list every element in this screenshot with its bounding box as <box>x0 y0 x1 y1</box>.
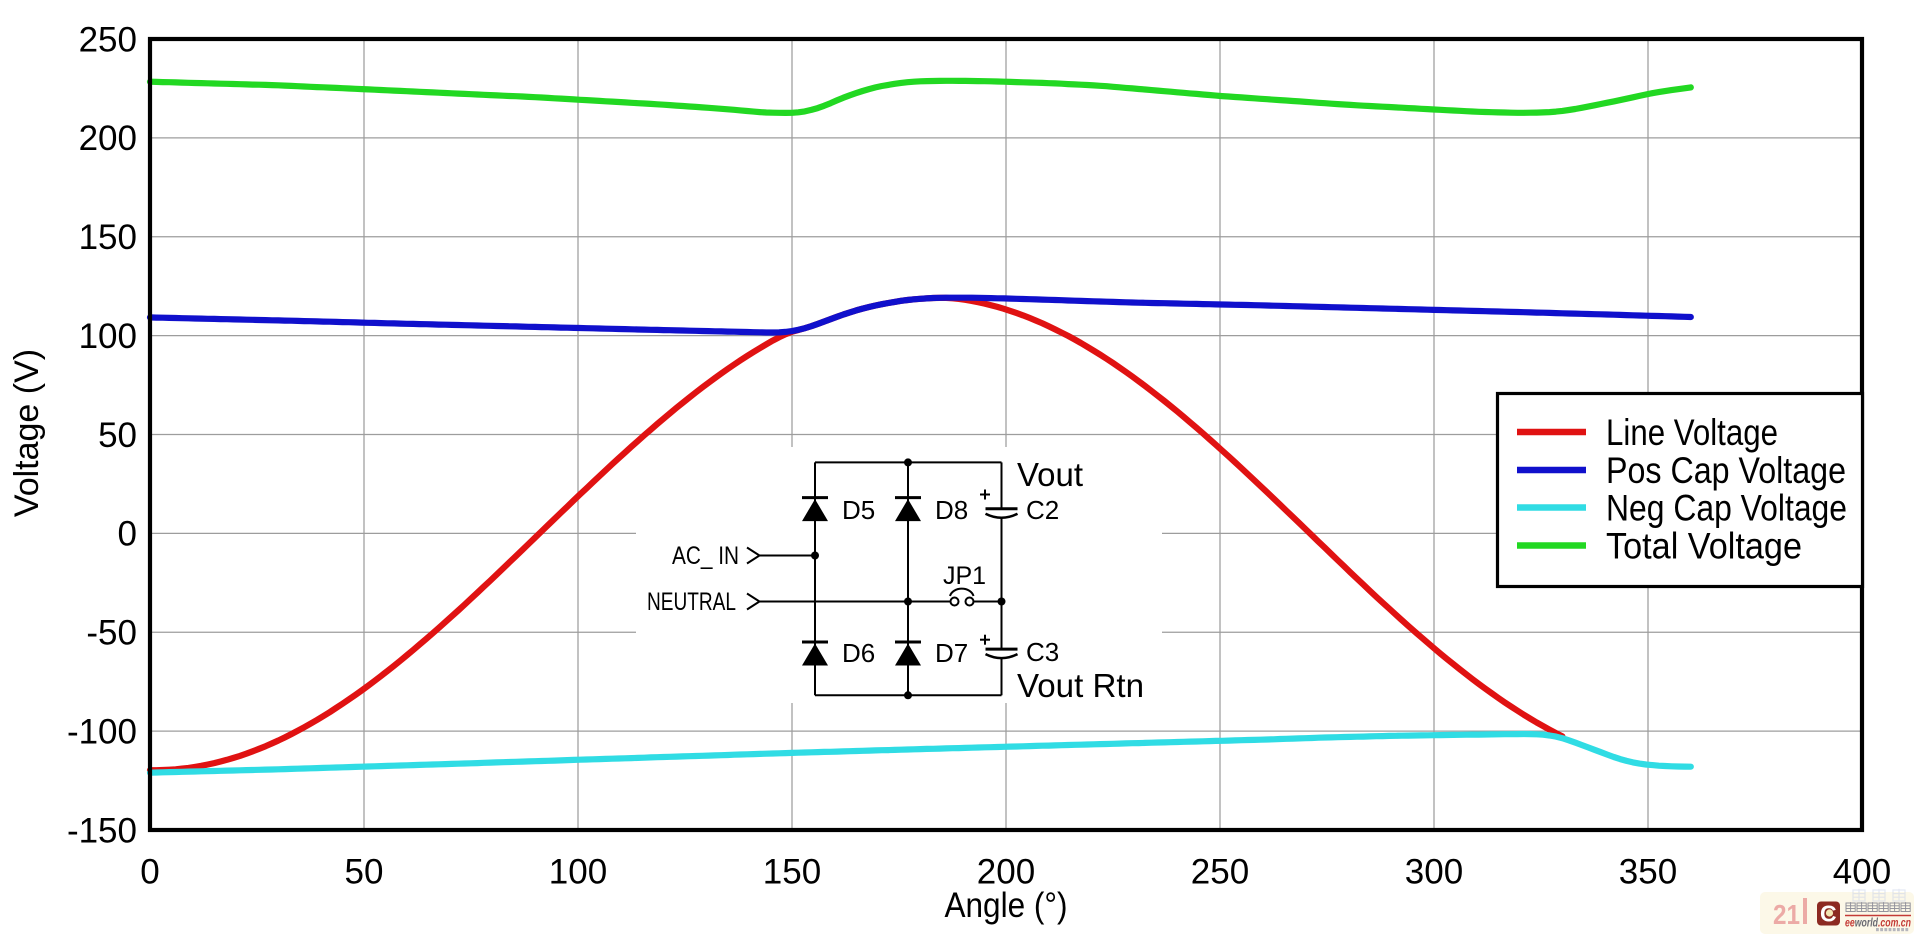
svg-text:C3: C3 <box>1026 637 1059 667</box>
svg-text:eeworld.com.cn: eeworld.com.cn <box>1845 918 1911 930</box>
svg-text:Vout Rtn: Vout Rtn <box>1017 667 1144 704</box>
svg-text:150: 150 <box>763 853 821 892</box>
svg-text:21: 21 <box>1773 899 1800 930</box>
svg-text:Vout: Vout <box>1017 456 1083 493</box>
svg-text:250: 250 <box>1191 853 1249 892</box>
svg-text:AC_ IN: AC_ IN <box>672 542 739 570</box>
svg-text:0: 0 <box>118 515 137 554</box>
svg-text:350: 350 <box>1619 853 1677 892</box>
svg-text:250: 250 <box>79 20 137 59</box>
svg-text:50: 50 <box>345 853 384 892</box>
svg-text:400: 400 <box>1833 853 1891 892</box>
svg-text:150: 150 <box>79 218 137 257</box>
svg-text:200: 200 <box>977 853 1035 892</box>
svg-text:C2: C2 <box>1026 495 1059 525</box>
svg-text:-150: -150 <box>67 811 137 850</box>
svg-text:JP1: JP1 <box>943 562 986 590</box>
svg-text:100: 100 <box>79 317 137 356</box>
svg-text:0: 0 <box>140 853 159 892</box>
svg-text:Pos Cap Voltage: Pos Cap Voltage <box>1606 450 1846 491</box>
svg-text:-50: -50 <box>86 614 137 653</box>
svg-text:Line Voltage: Line Voltage <box>1606 412 1778 453</box>
svg-text:D6: D6 <box>842 638 875 668</box>
svg-text:D5: D5 <box>842 495 875 525</box>
svg-text:100: 100 <box>549 853 607 892</box>
svg-text:200: 200 <box>79 119 137 158</box>
svg-text:-100: -100 <box>67 712 137 751</box>
svg-text:300: 300 <box>1405 853 1463 892</box>
svg-text:Voltage (V): Voltage (V) <box>8 349 46 517</box>
svg-text:D8: D8 <box>935 495 968 525</box>
svg-text:Total Voltage: Total Voltage <box>1606 526 1802 567</box>
svg-text:NEUTRAL: NEUTRAL <box>647 588 736 616</box>
svg-text:Neg Cap Voltage: Neg Cap Voltage <box>1606 488 1847 529</box>
svg-text:Angle (°): Angle (°) <box>945 886 1068 925</box>
svg-text:D7: D7 <box>935 638 968 668</box>
svg-text:50: 50 <box>98 416 137 455</box>
